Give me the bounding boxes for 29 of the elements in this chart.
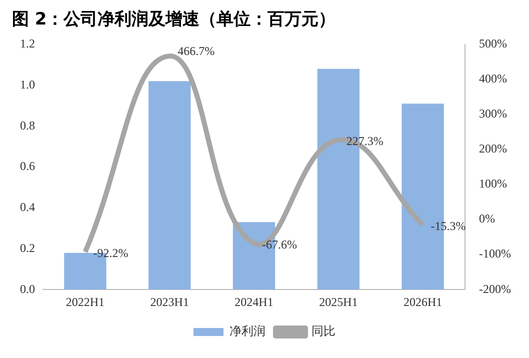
data-label: -92.2%: [93, 246, 128, 260]
x-tick-label: 2022H1: [66, 294, 105, 309]
y-tick-label: 0.2: [20, 240, 35, 255]
y-tick-label: 0.0: [20, 282, 35, 296]
y2-tick-label: 500%: [479, 36, 508, 51]
bar: [148, 81, 191, 290]
y-tick-label: 0.6: [20, 159, 35, 174]
y-tick-label: 1.2: [20, 36, 35, 51]
data-label: -67.6%: [262, 237, 298, 252]
y-tick-label: 0.8: [20, 118, 35, 132]
legend-label: 净利润: [230, 324, 266, 338]
y2-tick-label: 300%: [479, 106, 508, 121]
y2-tick-label: 200%: [479, 142, 508, 156]
legend-label: 同比: [312, 324, 336, 338]
y-tick-label: 0.4: [20, 200, 35, 214]
y-tick-label: 1.0: [20, 77, 35, 92]
data-label: 227.3%: [346, 134, 384, 148]
y2-tick-label: -100%: [479, 246, 512, 261]
x-tick-label: 2026H1: [403, 294, 442, 309]
data-label: -15.3%: [430, 219, 466, 234]
y2-tick-label: 100%: [479, 176, 508, 191]
y2-tick-label: -200%: [479, 282, 512, 296]
x-tick-label: 2023H1: [150, 294, 189, 309]
x-tick-label: 2024H1: [234, 294, 274, 309]
y2-tick-label: 0%: [479, 212, 496, 226]
x-tick-label: 2025H1: [319, 294, 358, 309]
data-label: 466.7%: [178, 44, 215, 58]
chart-title: 图 2：公司净利润及增速（单位：百万元）: [12, 10, 336, 30]
y2-tick-label: 400%: [479, 72, 508, 86]
